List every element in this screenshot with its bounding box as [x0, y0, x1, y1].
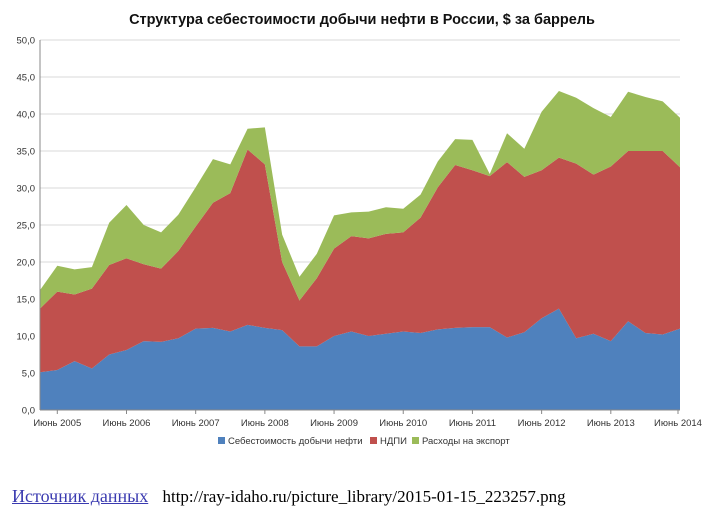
y-tick-label: 10,0: [17, 332, 36, 343]
legend: Себестоимость добычи нефти НДПИ Расходы на…: [218, 436, 510, 447]
legend-swatch: [370, 437, 377, 444]
source-url-text: http://ray-idaho.ru/picture_library/2015…: [162, 487, 566, 506]
x-tick-label: Июнь 2012: [518, 418, 566, 429]
x-tick-label: Июнь 2010: [379, 418, 427, 429]
chart-title: Структура себестоимости добычи нефти в Р…: [129, 12, 595, 28]
x-tick-label: Июнь 2013: [587, 418, 635, 429]
source-link[interactable]: Источник данных: [12, 486, 149, 506]
y-tick-label: 50,0: [17, 36, 36, 47]
x-tick-label: Июнь 2007: [172, 418, 220, 429]
x-tick-label: Июнь 2011: [449, 418, 496, 429]
legend-swatch: [218, 437, 225, 444]
y-tick-label: 5,0: [22, 369, 35, 380]
axes: 0,0 5,0 10,0 15,0 20,0 25,0 30,0 35,0 40,0 45,0 50…: [17, 36, 702, 430]
legend-label: НДПИ: [380, 436, 407, 447]
area-series-1: [40, 308, 680, 410]
area-series: [40, 91, 680, 410]
source-line: Источник данных http://ray-idaho.ru/pict…: [12, 486, 566, 507]
y-tick-label: 15,0: [17, 295, 36, 306]
y-tick-label: 35,0: [17, 147, 36, 158]
x-tick-label: Июнь 2005: [33, 418, 81, 429]
y-tick-label: 0,0: [22, 406, 35, 417]
legend-label: Расходы на экспорт: [422, 436, 510, 447]
y-tick-label: 40,0: [17, 110, 36, 121]
y-tick-label: 20,0: [17, 258, 36, 269]
legend-label: Себестоимость добычи нефти: [228, 436, 363, 447]
y-tick-label: 30,0: [17, 184, 36, 195]
legend-swatch: [412, 437, 419, 444]
x-tick-label: Июнь 2014: [654, 418, 702, 429]
stacked-area-chart: Структура себестоимости добычи нефти в Р…: [17, 12, 702, 447]
y-tick-label: 25,0: [17, 221, 36, 232]
area-series-3: [40, 91, 680, 309]
x-tick-label: Июнь 2006: [103, 418, 151, 429]
y-tick-label: 45,0: [17, 73, 36, 84]
area-series-2: [40, 149, 680, 373]
x-tick-label: Июнь 2008: [241, 418, 289, 429]
x-tick-label: Июнь 2009: [310, 418, 358, 429]
